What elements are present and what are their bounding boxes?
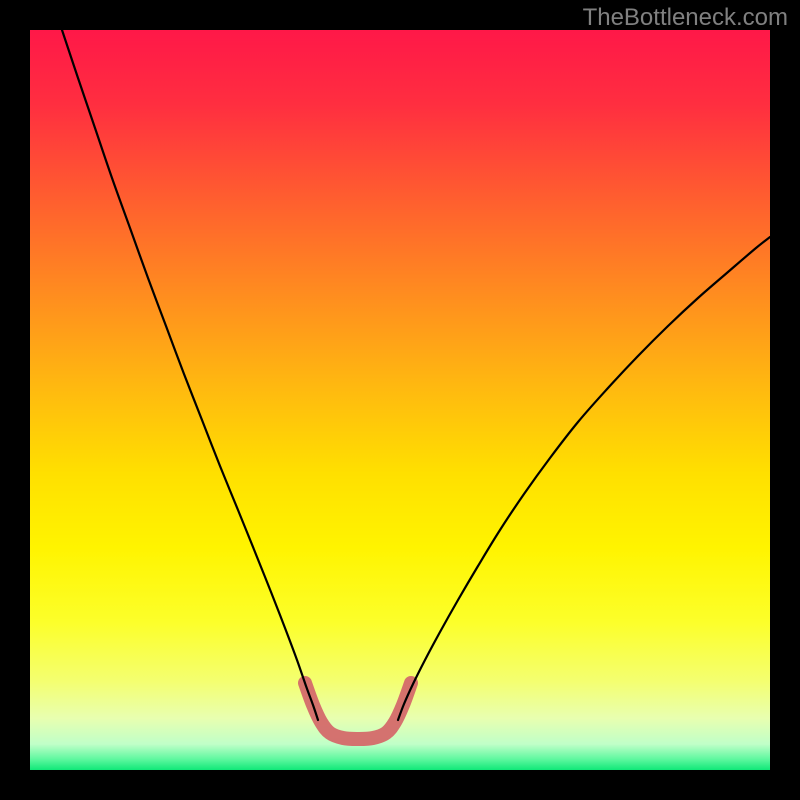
- watermark-text: TheBottleneck.com: [583, 4, 788, 32]
- bottleneck-highlight: [305, 683, 411, 739]
- curve-right: [398, 237, 770, 720]
- chart-svg-layer: [0, 0, 800, 800]
- curve-left: [62, 30, 318, 720]
- figure-root: TheBottleneck.com: [0, 0, 800, 800]
